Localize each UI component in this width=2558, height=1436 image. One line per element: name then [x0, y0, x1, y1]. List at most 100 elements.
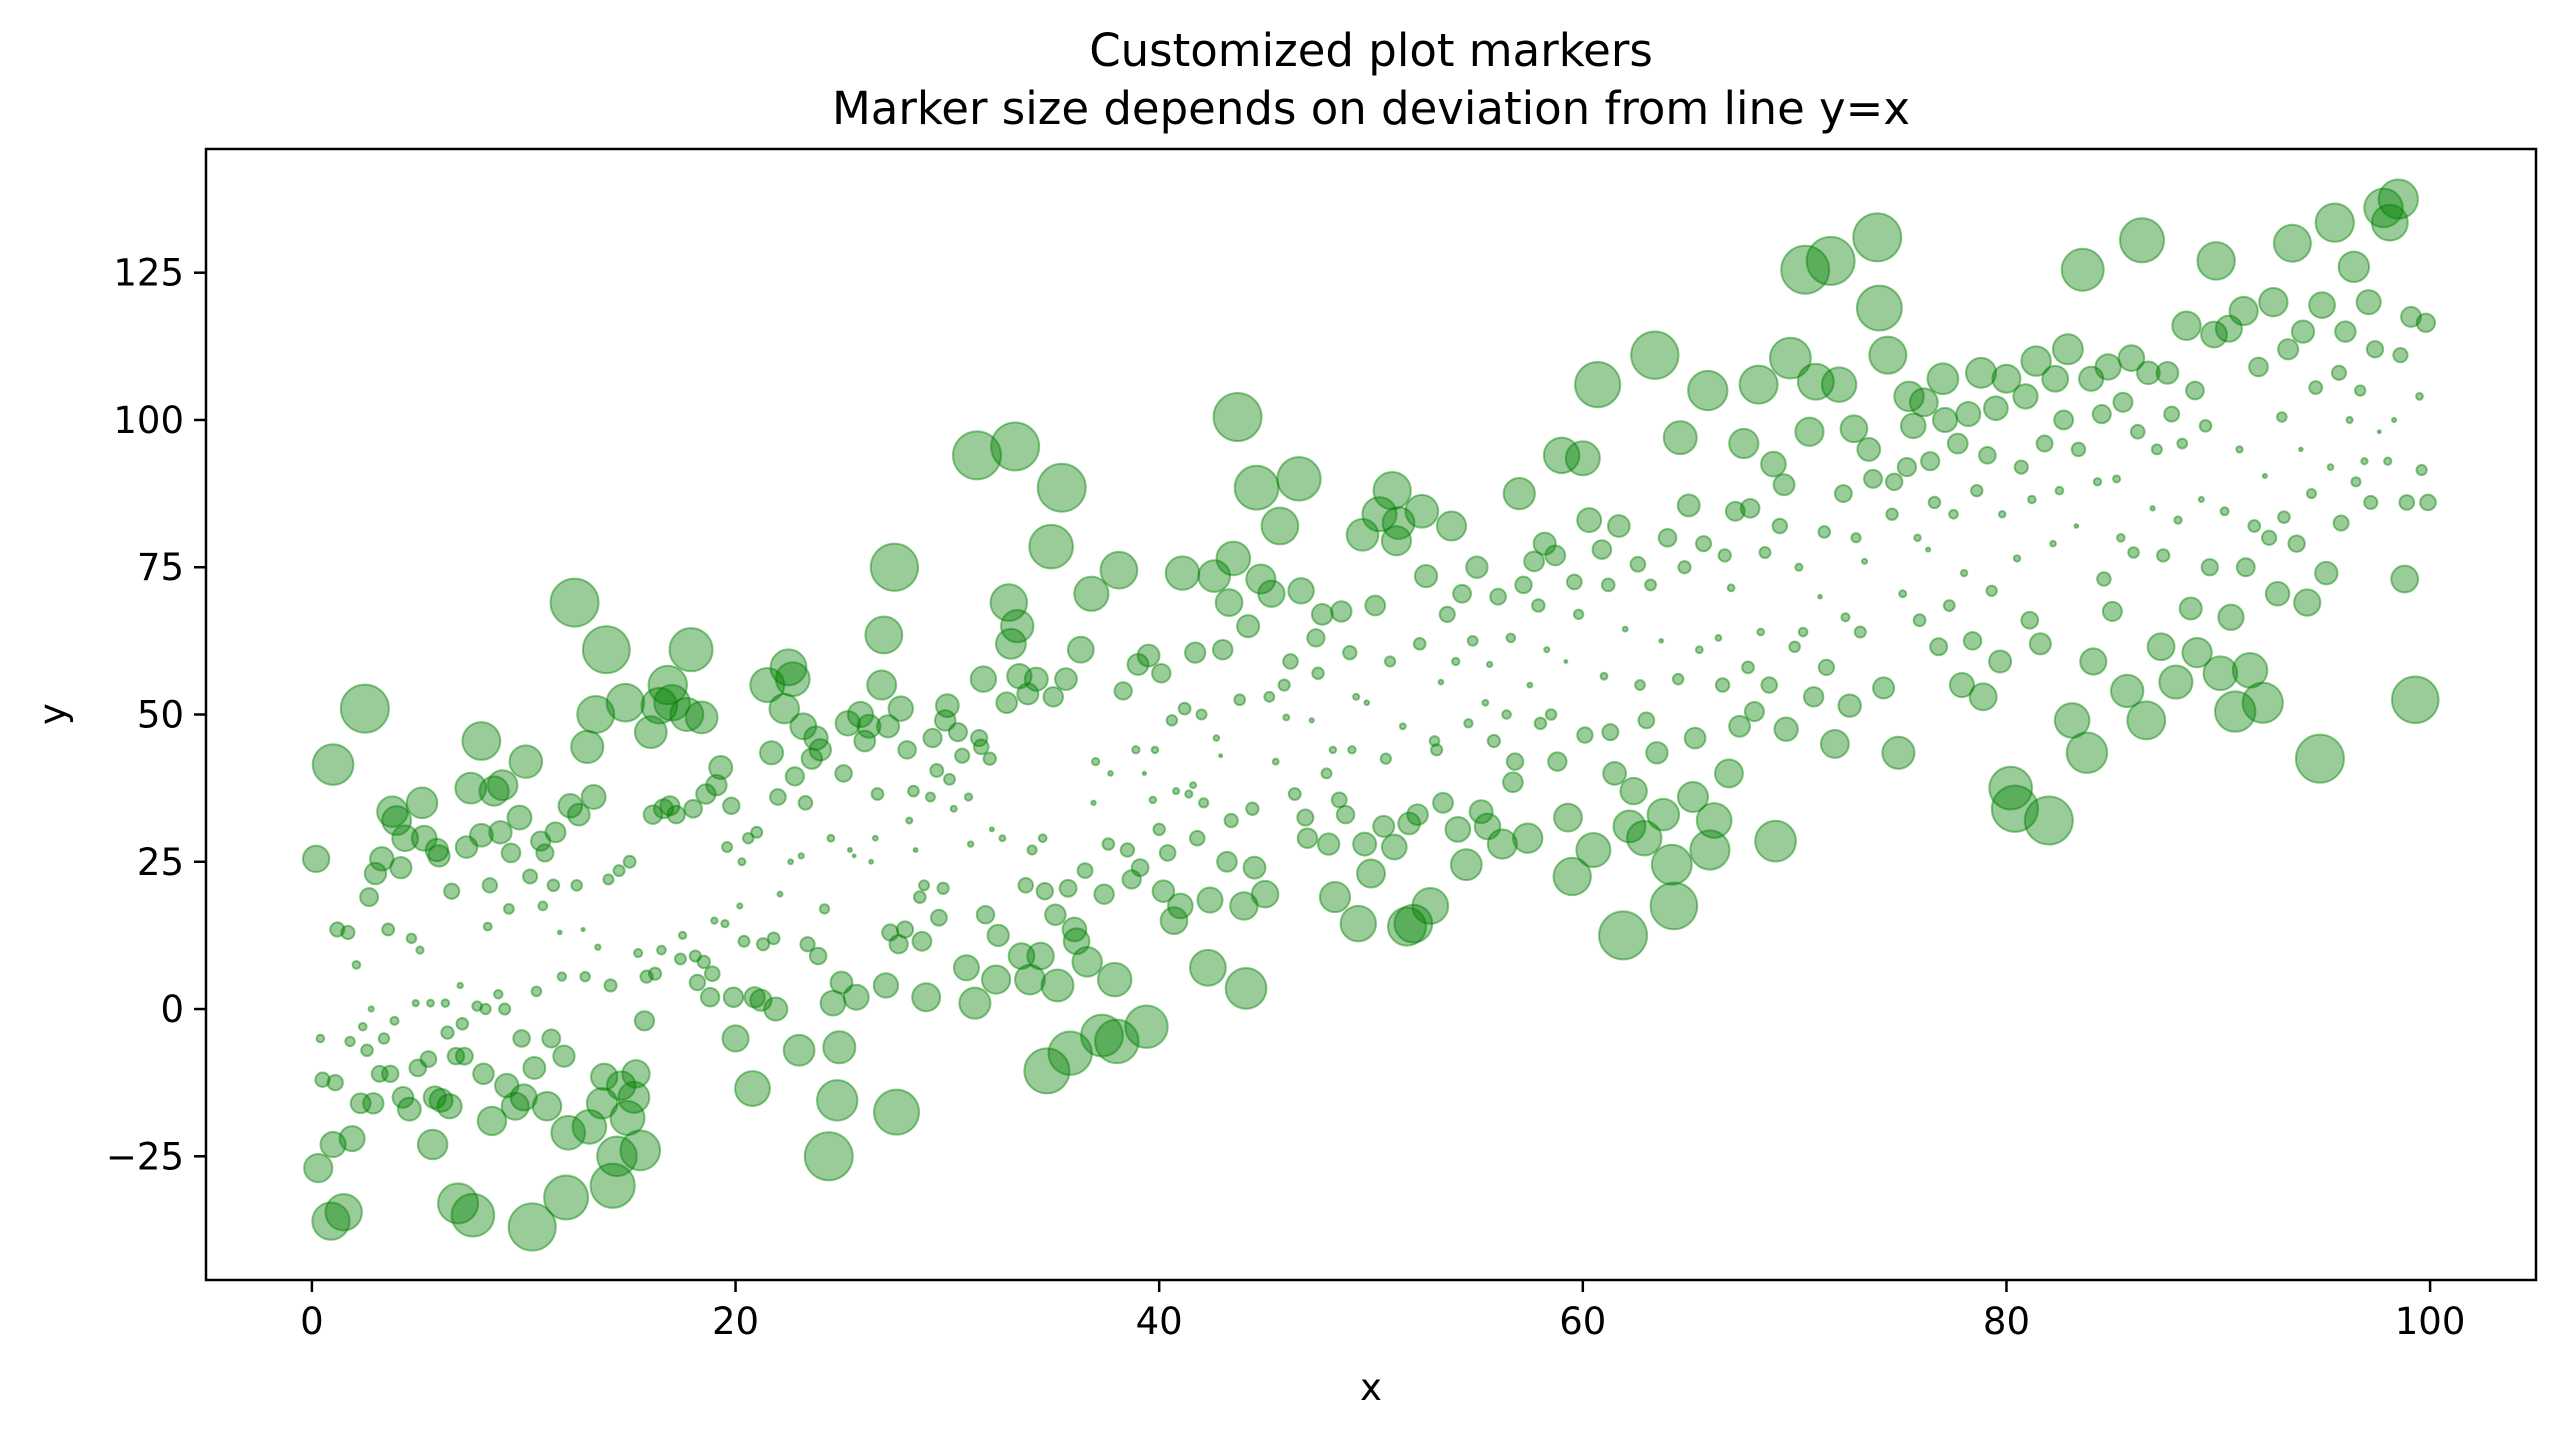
- scatter-point: [1197, 559, 1232, 593]
- scatter-point: [494, 1072, 520, 1099]
- scatter-point: [1899, 412, 1927, 440]
- scatter-point: [1978, 446, 1997, 465]
- scatter-point: [736, 902, 744, 910]
- scatter-point: [2053, 409, 2075, 431]
- scatter-point: [1626, 819, 1663, 857]
- scatter-point: [912, 846, 919, 853]
- scatter-point: [800, 747, 823, 770]
- scatter-point: [1215, 540, 1252, 577]
- y-tick-label: 75: [137, 546, 184, 589]
- scatter-point: [1920, 451, 1941, 472]
- scatter-point: [1544, 544, 1567, 567]
- scatter-point: [2219, 506, 2230, 517]
- scatter-point: [1893, 380, 1925, 413]
- scatter-point: [668, 627, 714, 673]
- scatter-point: [1308, 717, 1315, 724]
- scatter-point: [1649, 881, 1699, 931]
- scatter-point: [986, 923, 1010, 948]
- scatter-point: [2060, 247, 2105, 292]
- scatter-point: [2261, 472, 2268, 480]
- chart-subtitle: Marker size depends on deviation from li…: [832, 82, 1910, 135]
- scatter-point: [1531, 598, 1546, 613]
- scatter-point: [1860, 557, 1869, 565]
- scatter-point: [1151, 663, 1172, 684]
- scatter-point: [461, 721, 502, 761]
- scatter-point: [1214, 588, 1244, 617]
- scatter-point: [1694, 645, 1704, 655]
- scatter-point: [476, 1105, 508, 1137]
- scatter-point: [721, 1024, 750, 1053]
- scatter-point: [1356, 858, 1386, 889]
- scatter-point: [684, 700, 719, 735]
- scatter-point: [471, 1000, 483, 1012]
- scatter-point: [1796, 362, 1835, 401]
- scatter-point: [1026, 941, 1055, 971]
- scatter-point: [1094, 1018, 1140, 1065]
- scatter-point: [377, 1032, 391, 1045]
- scatter-point: [1277, 678, 1291, 692]
- scatter-point: [749, 988, 773, 1012]
- scatter-point: [500, 1091, 530, 1121]
- scatter-point: [994, 627, 1027, 660]
- scatter-point: [621, 1059, 651, 1089]
- scatter-point: [1574, 361, 1622, 409]
- scatter-point: [2365, 340, 2385, 359]
- scatter-point: [1073, 575, 1110, 612]
- x-tick-label: 60: [1559, 1300, 1606, 1343]
- scatter-point: [1435, 510, 1468, 542]
- scatter-point: [1576, 726, 1594, 744]
- scatter-point: [531, 1090, 563, 1122]
- scatter-point: [481, 877, 499, 894]
- scatter-point: [603, 978, 618, 993]
- scatter-point: [766, 931, 781, 946]
- scatter-point: [1863, 468, 1883, 489]
- scatter-point: [1885, 507, 1899, 521]
- scatter-point: [2129, 423, 2146, 440]
- scatter-point: [2345, 415, 2354, 425]
- scatter-point: [842, 983, 870, 1011]
- scatter-point: [1398, 722, 1407, 731]
- scatter-point: [2196, 241, 2236, 281]
- scatter-point: [1473, 812, 1502, 841]
- scatter-point: [2181, 636, 2213, 669]
- scatter-point: [454, 835, 479, 859]
- scatter-point: [947, 722, 969, 743]
- x-tick-label: 100: [2395, 1300, 2466, 1343]
- scatter-point: [1714, 677, 1731, 693]
- scatter-point: [2150, 443, 2163, 456]
- scatter-point: [2092, 477, 2103, 487]
- scatter-point: [2330, 364, 2348, 381]
- scatter-point: [415, 945, 425, 955]
- scatter-point: [1683, 726, 1707, 750]
- scatter-point: [359, 887, 380, 908]
- scatter-point: [1335, 804, 1356, 825]
- scatter-point: [1839, 414, 1869, 444]
- scatter-point: [1658, 638, 1665, 644]
- scatter-point: [1158, 844, 1177, 862]
- scatter-point: [869, 542, 920, 592]
- scatter-point: [1306, 628, 1326, 648]
- scatter-point: [846, 700, 875, 729]
- scatter-point: [872, 972, 900, 999]
- scatter-point: [1970, 483, 1984, 498]
- scatter-point: [972, 738, 990, 756]
- scatter-points: [301, 178, 2440, 1252]
- scatter-point: [2235, 557, 2256, 578]
- scatter-point: [2272, 223, 2312, 263]
- scatter-point: [1296, 808, 1315, 827]
- scatter-point: [1223, 812, 1239, 829]
- scatter-point: [1741, 660, 1755, 675]
- scatter-point: [911, 982, 942, 1013]
- scatter-point: [1380, 833, 1408, 861]
- scatter-point: [605, 682, 646, 723]
- scatter-point: [1242, 855, 1267, 880]
- scatter-point: [2176, 437, 2189, 450]
- scatter-point: [647, 966, 663, 981]
- scatter-point: [1339, 904, 1377, 943]
- scatter-point: [1991, 363, 2022, 394]
- scatter-point: [1212, 734, 1221, 742]
- y-axis-ticks: −25 0 25 50 75 100 125: [106, 252, 206, 1178]
- scatter-point: [834, 710, 862, 737]
- scatter-point: [952, 954, 980, 982]
- scatter-point: [1465, 555, 1489, 579]
